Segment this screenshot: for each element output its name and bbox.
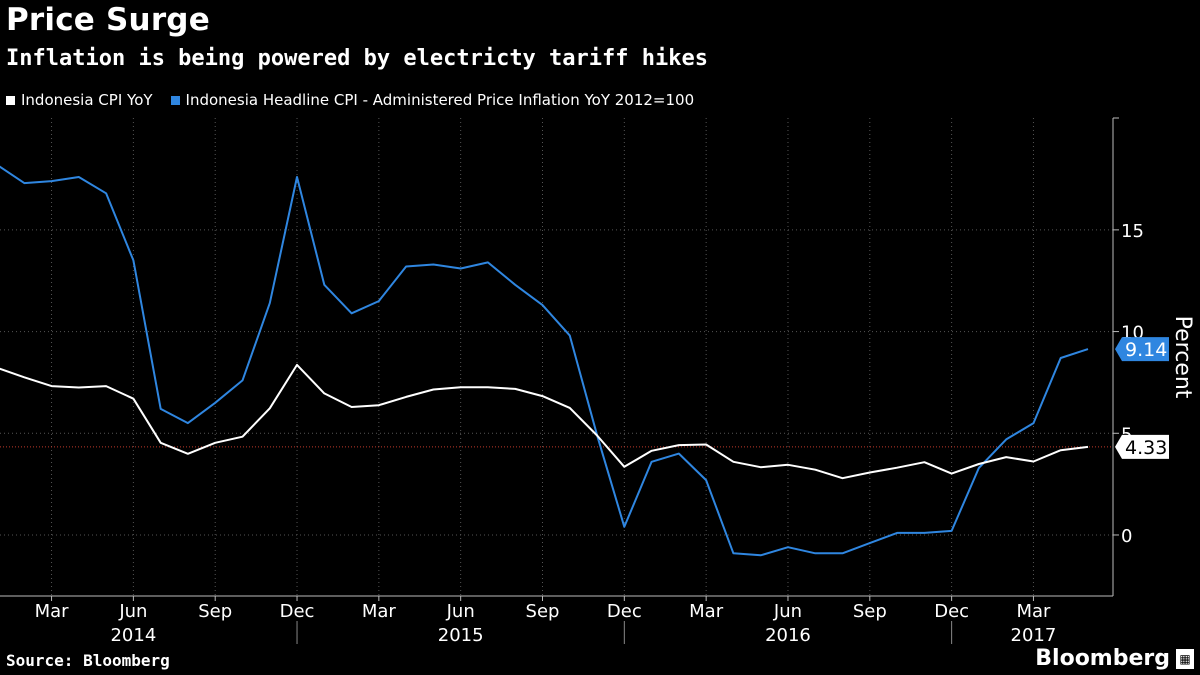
end-label-cpi: 4.33 xyxy=(1115,434,1169,459)
end-label-box xyxy=(1115,337,1169,362)
x-tick-label: Mar xyxy=(362,601,397,622)
brand-logo: Bloomberg xyxy=(1035,646,1170,671)
legend-item-cpi: Indonesia CPI YoY xyxy=(6,91,153,109)
x-tick-label: Jun xyxy=(446,601,475,622)
x-tick-label: Jun xyxy=(773,601,802,622)
y-axis-label: Percent xyxy=(1170,316,1195,399)
end-label-admin: 9.14 xyxy=(1115,337,1169,362)
legend-item-admin: Indonesia Headline CPI - Administered Pr… xyxy=(170,91,695,109)
end-label-box xyxy=(1115,434,1169,459)
x-tick-label: Sep xyxy=(198,601,232,622)
x-tick-label: Sep xyxy=(853,601,887,622)
legend-swatch-cpi xyxy=(6,95,15,105)
series-line-cpi xyxy=(0,363,1089,480)
x-tick-label: Mar xyxy=(689,601,724,622)
end-label-text: 9.14 xyxy=(1125,339,1167,361)
x-tick-label: Dec xyxy=(934,601,969,622)
terminal-icon: ▦ xyxy=(1176,649,1194,669)
year-label: 2017 xyxy=(1011,625,1057,646)
y-tick-label: 0 xyxy=(1121,526,1132,547)
series-line-admin xyxy=(0,165,1089,557)
x-tick-label: Mar xyxy=(35,601,70,622)
chart-title: Price Surge xyxy=(6,2,210,38)
y-tick-label: 15 xyxy=(1121,221,1144,242)
legend-label-cpi: Indonesia CPI YoY xyxy=(21,91,153,109)
x-tick-label: Mar xyxy=(1016,601,1051,622)
chart-subtitle: Inflation is being powered by electricty… xyxy=(6,46,708,71)
end-label-text: 4.33 xyxy=(1125,437,1167,459)
x-tick-label: Sep xyxy=(526,601,560,622)
legend-swatch-admin xyxy=(170,95,180,105)
y-tick-label: 5 xyxy=(1121,424,1132,445)
year-label: 2015 xyxy=(438,625,484,646)
chart-legend: Indonesia CPI YoY Indonesia Headline CPI… xyxy=(6,91,694,109)
x-tick-label: Dec xyxy=(280,601,315,622)
legend-label-admin: Indonesia Headline CPI - Administered Pr… xyxy=(185,91,695,109)
x-tick-label: Dec xyxy=(607,601,642,622)
year-label: 2014 xyxy=(110,625,156,646)
x-tick-label: Jun xyxy=(118,601,147,622)
year-label: 2016 xyxy=(765,625,811,646)
source-note: Source: Bloomberg xyxy=(6,651,170,670)
